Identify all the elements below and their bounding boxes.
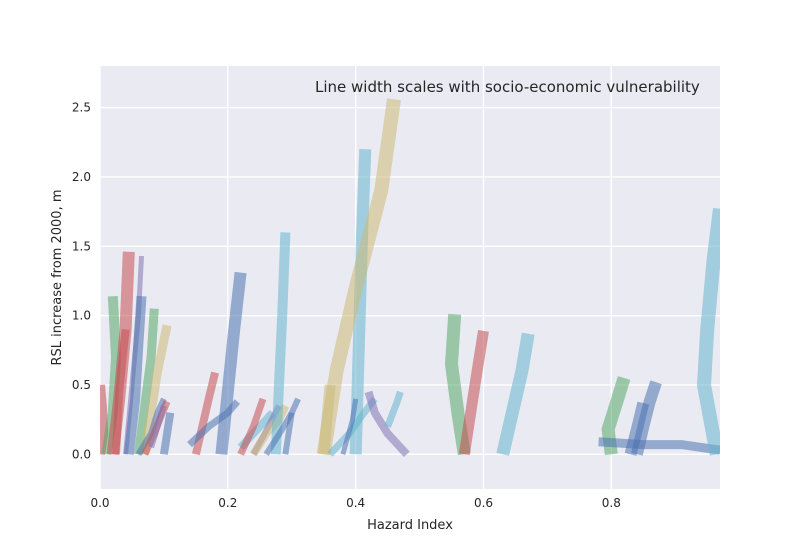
y-axis-label: RSL increase from 2000, m [50,190,65,366]
x-tick-labels: 0.0 0.2 0.4 0.6 0.8 [90,496,620,510]
series-line-4 [123,295,147,455]
series-lines [100,98,720,458]
y-tick-label: 2.5 [72,101,91,115]
series-line-13 [215,271,247,455]
y-tick-label: 1.0 [72,309,91,323]
grid [99,66,720,489]
series-line-27 [340,398,359,455]
x-tick-label: 0.6 [474,496,493,510]
x-tick-label: 0.4 [346,496,365,510]
series-line-36 [696,207,720,456]
y-tick-labels: 0.0 0.5 1.0 1.5 2.0 2.5 [72,101,91,462]
x-tick-label: 0.0 [90,496,109,510]
series-line-10 [148,404,167,449]
series-line-31 [496,332,535,456]
series-line-12 [192,371,219,456]
x-tick-label: 0.2 [218,496,237,510]
series-line-11 [159,412,175,455]
series-line-5 [133,308,159,455]
series-line-19 [270,232,291,455]
series-line-28 [384,390,404,428]
series-line-29 [444,313,471,456]
series-line-0 [100,384,109,456]
x-tick-label: 0.8 [602,496,621,510]
chart-annotation: Line width scales with socio-economic vu… [315,78,700,96]
series-line-25 [327,396,378,457]
y-tick-label: 0.5 [72,378,91,392]
series-line-20 [263,397,301,456]
series-line-21 [282,412,295,455]
series-line-8 [135,397,167,456]
y-tick-label: 0.0 [72,447,91,461]
x-axis-label: Hazard Index [367,518,453,533]
series-line-30 [458,330,489,456]
y-tick-label: 2.0 [72,170,91,184]
series-line-35 [598,437,720,455]
series-line-26 [364,390,410,458]
series-line-24 [316,98,401,456]
plot-background [100,66,720,489]
series-line-7 [112,329,130,455]
y-tick-label: 1.5 [72,239,91,253]
series-line-14 [187,399,241,448]
series-line-16 [237,397,267,456]
